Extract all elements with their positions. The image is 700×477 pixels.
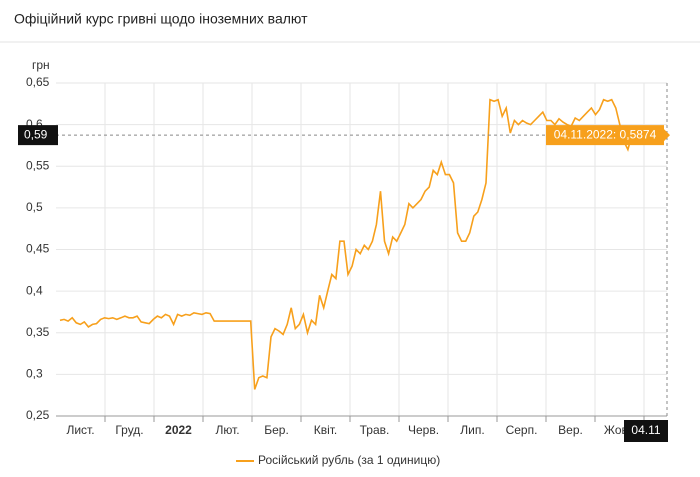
chart-title: Офіційний курс гривні щодо іноземних вал… — [14, 11, 308, 27]
x-tick-label: Вер. — [558, 423, 583, 437]
x-tick-label: Лют. — [215, 423, 239, 437]
x-tick-label: Груд. — [115, 423, 143, 437]
x-tick-label: 2022 — [165, 423, 192, 437]
crosshair-x-label: 04.11 — [631, 423, 660, 437]
tooltip-text: 04.11.2022: 0,5874 — [554, 127, 657, 141]
y-tick-label: 0,25 — [26, 408, 50, 422]
x-tick-label: Серп. — [506, 423, 538, 437]
crosshair-y-box — [18, 125, 58, 146]
y-tick-label: 0,35 — [26, 325, 50, 339]
x-tick-label: Бер. — [264, 423, 289, 437]
line — [59, 98, 633, 390]
y-axis-label: грн — [32, 58, 50, 72]
crosshair-x-box — [624, 420, 668, 442]
x-tick-label: Квіт. — [314, 423, 338, 437]
x-tick-label: Лист. — [66, 423, 94, 437]
y-tick-label: 0,4 — [26, 283, 43, 297]
x-tick-label: Лип. — [460, 423, 484, 437]
y-tick-label: 0,3 — [26, 367, 43, 381]
crosshair-y-label: 0,59 — [24, 127, 48, 141]
y-tick-label: 0,5 — [26, 200, 43, 214]
tooltip-arrow — [664, 129, 670, 142]
tooltip-box — [546, 125, 664, 146]
x-tick-label: Трав. — [360, 423, 390, 437]
y-tick-label: 0,65 — [26, 75, 50, 89]
y-tick-label: 0,45 — [26, 242, 50, 256]
y-tick-label: 0,55 — [26, 158, 50, 172]
x-tick-label: Черв. — [408, 423, 439, 437]
legend-label: Російський рубль (за 1 одиницю) — [258, 453, 440, 467]
